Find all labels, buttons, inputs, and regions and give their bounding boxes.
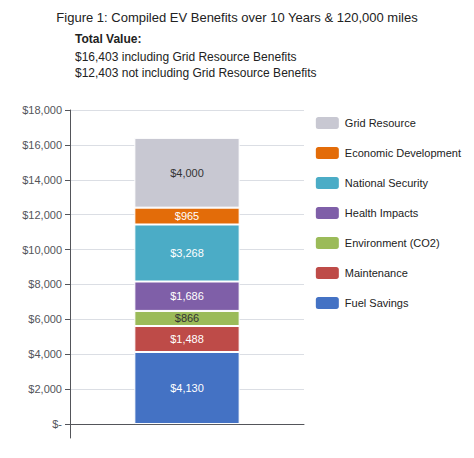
svg-text:$965: $965 [175, 210, 199, 222]
svg-text:Health Impacts: Health Impacts [345, 207, 419, 219]
svg-text:National Security: National Security [345, 177, 429, 189]
svg-text:Grid Resource: Grid Resource [345, 117, 416, 129]
svg-text:$6,000: $6,000 [28, 313, 62, 325]
svg-text:$3,268: $3,268 [170, 247, 204, 259]
svg-text:Maintenance: Maintenance [345, 267, 408, 279]
svg-text:$18,000: $18,000 [22, 104, 62, 116]
svg-text:$-: $- [52, 418, 62, 430]
svg-text:Fuel Savings: Fuel Savings [345, 297, 409, 309]
svg-text:$8,000: $8,000 [28, 278, 62, 290]
svg-text:$4,000: $4,000 [170, 167, 204, 179]
svg-text:$2,000: $2,000 [28, 383, 62, 395]
svg-text:$16,000: $16,000 [22, 139, 62, 151]
svg-text:$4,130: $4,130 [170, 382, 204, 394]
svg-text:$14,000: $14,000 [22, 174, 62, 186]
svg-text:$866: $866 [175, 312, 199, 324]
svg-text:Environment (CO2): Environment (CO2) [345, 237, 440, 249]
svg-text:$1,686: $1,686 [170, 290, 204, 302]
svg-text:$4,000: $4,000 [28, 348, 62, 360]
svg-text:Economic Development: Economic Development [345, 147, 461, 159]
svg-text:$12,000: $12,000 [22, 209, 62, 221]
svg-text:$1,488: $1,488 [170, 333, 204, 345]
svg-text:$12,403 not including Grid Res: $12,403 not including Grid Resource Bene… [75, 66, 316, 80]
svg-text:$16,403 including Grid Resourc: $16,403 including Grid Resource Benefits [75, 50, 296, 64]
svg-text:Total Value:: Total Value: [75, 32, 141, 46]
svg-text:$10,000: $10,000 [22, 244, 62, 256]
svg-text:Figure 1: Compiled EV Benefits: Figure 1: Compiled EV Benefits over 10 Y… [56, 10, 418, 25]
